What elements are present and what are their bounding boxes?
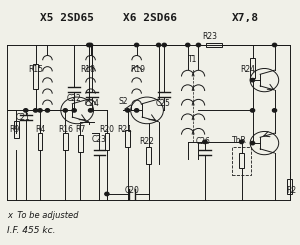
Text: X5 2SD65: X5 2SD65	[40, 13, 94, 23]
Text: C21: C21	[15, 113, 30, 122]
Bar	[78, 135, 82, 152]
Text: R20: R20	[99, 125, 114, 134]
Bar	[125, 130, 130, 147]
Circle shape	[34, 109, 38, 112]
Text: R15: R15	[28, 65, 43, 74]
Circle shape	[88, 43, 93, 47]
Bar	[250, 58, 255, 78]
Circle shape	[38, 109, 42, 112]
Circle shape	[134, 43, 139, 47]
Circle shape	[24, 109, 28, 112]
Circle shape	[87, 43, 91, 47]
Circle shape	[105, 192, 109, 196]
Text: R9: R9	[10, 125, 20, 134]
Text: R19: R19	[130, 65, 146, 74]
Text: R23: R23	[202, 32, 217, 41]
Circle shape	[250, 109, 255, 112]
Circle shape	[162, 43, 166, 47]
Text: R7: R7	[75, 125, 85, 134]
Text: R4: R4	[35, 125, 45, 134]
Bar	[206, 43, 222, 47]
Text: X6 2SD66: X6 2SD66	[123, 13, 177, 23]
Circle shape	[134, 109, 139, 112]
Bar	[239, 153, 244, 168]
Text: T1: T1	[188, 55, 198, 64]
Circle shape	[203, 140, 207, 144]
Text: C25: C25	[156, 99, 171, 108]
Circle shape	[272, 43, 277, 47]
Text: R2: R2	[286, 186, 296, 195]
Circle shape	[239, 140, 244, 144]
Bar	[287, 179, 292, 194]
Bar	[33, 64, 38, 89]
Text: X7,8: X7,8	[232, 13, 259, 23]
Circle shape	[196, 43, 200, 47]
Bar	[63, 133, 68, 150]
Bar	[14, 121, 19, 138]
Text: R24: R24	[241, 65, 256, 74]
Circle shape	[186, 43, 190, 47]
Text: R22: R22	[140, 137, 154, 146]
Circle shape	[250, 78, 255, 82]
Text: x  To be adjusted: x To be adjusted	[7, 211, 79, 220]
Circle shape	[157, 43, 161, 47]
Text: S2: S2	[118, 98, 128, 106]
Circle shape	[272, 109, 277, 112]
Text: C24: C24	[85, 99, 100, 108]
Text: R18: R18	[80, 65, 95, 74]
Bar	[104, 133, 109, 150]
Text: C20: C20	[125, 186, 140, 195]
Circle shape	[88, 109, 93, 112]
Circle shape	[45, 109, 50, 112]
Text: R16: R16	[58, 125, 73, 134]
Circle shape	[126, 109, 130, 112]
Circle shape	[63, 109, 68, 112]
Text: ThR: ThR	[232, 136, 247, 145]
Text: C22: C22	[67, 94, 82, 103]
Bar	[38, 133, 42, 150]
Circle shape	[72, 109, 76, 112]
Bar	[146, 147, 151, 164]
Text: C26: C26	[196, 137, 211, 146]
Text: I.F. 455 kc.: I.F. 455 kc.	[7, 226, 56, 235]
Text: R21: R21	[117, 125, 132, 134]
Text: C23: C23	[92, 135, 107, 144]
Circle shape	[250, 141, 255, 145]
